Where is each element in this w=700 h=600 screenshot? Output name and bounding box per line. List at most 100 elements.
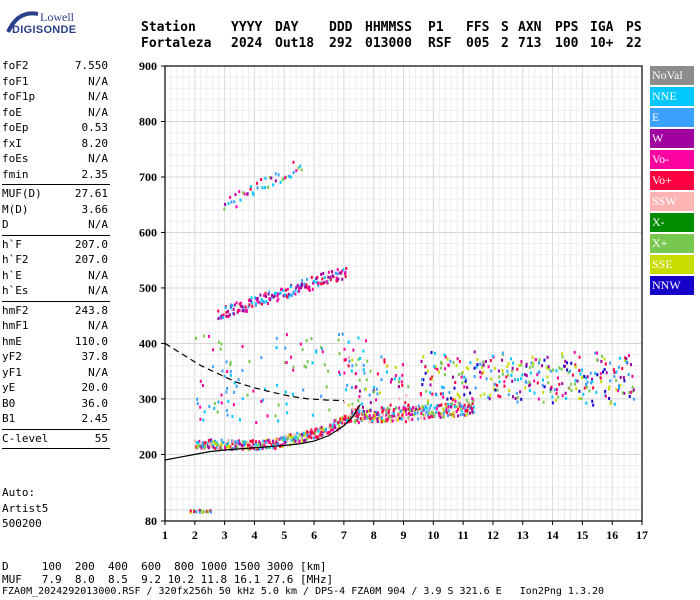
echo-point (339, 417, 342, 421)
echo-point (429, 391, 432, 395)
echo-point (319, 432, 322, 436)
echo-point (590, 381, 593, 385)
echo-point (325, 385, 328, 389)
echo-point (373, 411, 376, 415)
echo-point (351, 414, 354, 418)
echo-point (226, 386, 229, 390)
echo-point (309, 431, 312, 435)
echo-point (227, 442, 230, 446)
echo-point (389, 380, 392, 384)
param-label: hmF2 (2, 303, 29, 317)
param-label: B0 (2, 396, 16, 410)
echo-point (202, 334, 205, 338)
echo-point (266, 446, 269, 450)
echo-point (198, 508, 201, 512)
y-tick-label: 900 (139, 59, 157, 73)
echo-point (401, 373, 404, 377)
echo-point (489, 359, 492, 363)
param-row: yF1 N/A (2, 365, 108, 381)
echo-point (298, 286, 301, 290)
echo-point (321, 277, 324, 281)
echo-point (553, 388, 556, 392)
echo-point (234, 444, 237, 448)
echo-point (303, 439, 306, 443)
echo-point (260, 297, 263, 301)
logo-lowell-text: Lowell (40, 10, 74, 24)
echo-point (436, 367, 439, 371)
echo-point (392, 410, 395, 414)
param-value: 243.8 (74, 303, 108, 317)
legend-item: SSW (650, 192, 694, 211)
echo-point (311, 287, 314, 291)
echo-point (422, 413, 425, 417)
echo-point (231, 439, 234, 443)
echo-point (285, 361, 288, 365)
echo-point (196, 446, 199, 450)
x-tick-label: 6 (311, 528, 317, 542)
echo-point (263, 443, 266, 447)
echo-point (542, 400, 545, 404)
echo-point (453, 405, 456, 409)
echo-point (368, 415, 371, 419)
echo-point (402, 410, 405, 414)
echo-point (511, 366, 514, 370)
echo-point (512, 361, 515, 365)
echo-point (391, 414, 394, 418)
echo-point (576, 379, 579, 383)
echo-point (465, 409, 468, 413)
echo-point (212, 445, 215, 449)
echo-point (475, 365, 478, 369)
echo-point (362, 349, 365, 353)
echo-point (328, 425, 331, 429)
echo-point (600, 359, 603, 363)
echo-point (282, 177, 285, 181)
echo-point (193, 510, 196, 514)
echo-point (468, 402, 471, 406)
echo-point (427, 415, 430, 419)
echo-point (417, 408, 420, 412)
echo-point (591, 377, 594, 381)
echo-point (256, 186, 259, 190)
echo-point (574, 363, 577, 367)
echo-point (349, 416, 352, 420)
echo-point (257, 300, 260, 304)
echo-point (548, 367, 551, 371)
echo-point (264, 176, 267, 180)
param-divider (2, 234, 110, 236)
param-label: foF2 (2, 59, 29, 72)
echo-point (198, 443, 201, 447)
echo-point (550, 385, 553, 389)
echo-point (213, 401, 216, 405)
echo-point (460, 409, 463, 413)
echo-point (416, 411, 419, 415)
param-label: yF1 (2, 365, 22, 379)
echo-point (569, 369, 572, 373)
echo-point (389, 403, 392, 407)
echo-point (476, 363, 479, 367)
echo-point (340, 416, 343, 420)
echo-point (268, 296, 271, 300)
echo-point (284, 437, 287, 441)
echo-point (438, 404, 441, 408)
x-tick-label: 17 (636, 528, 648, 542)
echo-point (466, 385, 469, 389)
echo-point (320, 434, 323, 438)
echo-point (385, 370, 388, 374)
echo-point (455, 409, 458, 413)
echo-point (570, 361, 573, 365)
echo-point (431, 410, 434, 414)
echo-point (233, 303, 236, 307)
echo-point (200, 445, 203, 449)
echo-point (466, 408, 469, 412)
echo-point (233, 390, 236, 394)
echo-point (343, 414, 346, 418)
echo-point (455, 405, 458, 409)
echo-point (503, 380, 506, 384)
echo-point (220, 342, 223, 346)
echo-point (345, 267, 348, 271)
echo-point (289, 284, 292, 288)
echo-point (203, 410, 206, 414)
echo-point (224, 202, 227, 206)
echo-point (292, 392, 295, 396)
echo-point (377, 411, 380, 415)
